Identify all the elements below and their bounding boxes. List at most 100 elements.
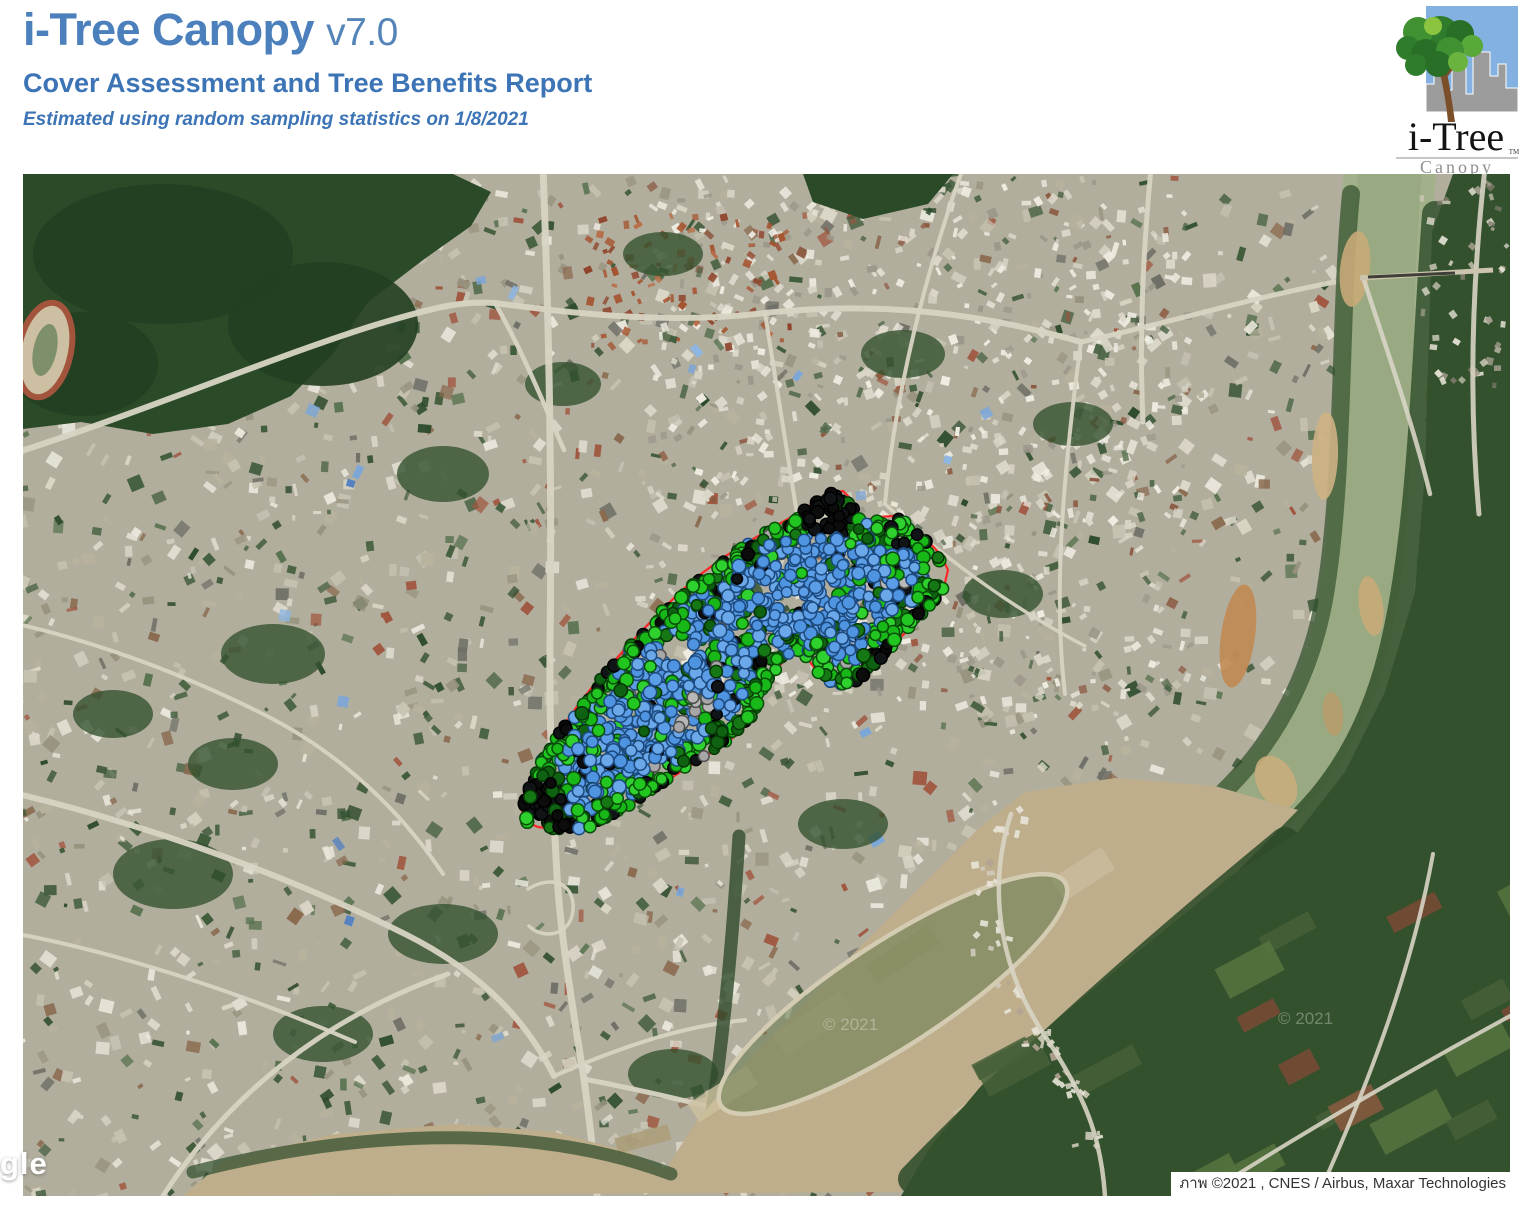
- sample-point-green: [844, 537, 857, 550]
- sample-point-gray: [697, 750, 710, 763]
- sample-point-blue: [720, 610, 736, 626]
- sample-point-green: [583, 819, 597, 834]
- sample-point-gray: [672, 720, 686, 734]
- sample-point-blue: [768, 608, 781, 622]
- sample-point-green: [869, 629, 882, 642]
- sample-point-blue: [666, 679, 680, 693]
- sample-point-blue: [571, 784, 585, 798]
- sample-point-green: [900, 612, 915, 628]
- sample-point-blue: [702, 604, 715, 617]
- sample-point-blue: [721, 588, 736, 603]
- sample-point-blue: [797, 533, 811, 548]
- sample-point-green: [922, 598, 937, 612]
- sample-point-blue: [603, 694, 618, 709]
- sample-point-blue: [783, 568, 798, 583]
- itree-canopy-logo: i-Tree TM Canopy: [1388, 4, 1521, 177]
- sample-point-blue: [836, 558, 850, 572]
- sample-point-black: [873, 650, 888, 665]
- sample-point-green: [870, 521, 884, 536]
- sample-point-blue: [738, 654, 754, 670]
- sample-point-blue: [664, 745, 678, 759]
- tree-icon: [1396, 16, 1483, 122]
- sample-point-blue: [841, 595, 856, 610]
- sample-point-blue: [835, 631, 849, 645]
- sample-point-blue: [645, 649, 658, 662]
- sample-point-blue: [846, 625, 860, 639]
- sample-point-green: [551, 742, 564, 755]
- sample-point-blue: [782, 647, 795, 660]
- sample-point-blue: [664, 705, 678, 719]
- sample-point-blue: [599, 753, 615, 768]
- google-watermark: gle: [0, 1146, 48, 1181]
- sample-point-dark_green: [536, 769, 550, 783]
- sample-point-blue: [789, 553, 802, 566]
- sample-point-blue: [651, 741, 665, 756]
- sample-point-green: [647, 625, 663, 641]
- sample-point-blue: [879, 588, 894, 603]
- sample-point-dark_green: [613, 682, 629, 698]
- logo-wordmark: i-Tree: [1408, 114, 1504, 159]
- sample-point-blue: [571, 741, 586, 756]
- sample-point-blue: [867, 553, 881, 567]
- sample-point-dark_green: [931, 551, 945, 565]
- sample-point-dark_green: [690, 598, 704, 612]
- sample-point-green: [885, 551, 901, 567]
- satellite-map-canvas: © 2021 © 2021: [23, 174, 1510, 1196]
- sample-point-blue: [797, 585, 810, 598]
- map-background-art: © 2021 © 2021: [23, 174, 1510, 1196]
- itree-logo-graphic: i-Tree TM Canopy: [1396, 6, 1520, 177]
- report-header: i-Tree Canopy v7.0 Cover Assessment and …: [23, 4, 592, 131]
- sample-point-blue: [751, 619, 764, 632]
- sample-point-blue: [682, 679, 696, 693]
- sample-point-blue: [633, 757, 648, 772]
- sample-point-black: [911, 606, 926, 621]
- sample-point-blue: [762, 538, 776, 552]
- sample-point-blue: [808, 579, 823, 595]
- sample-point-green: [809, 636, 824, 651]
- sample-point-blue: [587, 784, 603, 799]
- sample-point-blue: [585, 735, 599, 749]
- sample-point-blue: [624, 744, 638, 758]
- sample-point-blue: [854, 543, 870, 559]
- sample-point-black: [897, 536, 911, 550]
- sample-point-green: [911, 590, 925, 604]
- logo-product: Canopy: [1420, 157, 1494, 174]
- sample-point-blue: [648, 672, 663, 687]
- sample-point-black: [731, 572, 744, 585]
- sample-point-green: [686, 579, 700, 593]
- sample-point-black: [551, 809, 564, 822]
- report-note: Estimated using random sampling statisti…: [23, 108, 529, 130]
- sample-point-green: [749, 695, 765, 712]
- sample-point-dark_green: [861, 532, 874, 545]
- report-subtitle: Cover Assessment and Tree Benefits Repor…: [23, 67, 593, 98]
- sample-point-green: [655, 772, 668, 786]
- sample-point-blue: [827, 640, 842, 654]
- sample-point-blue: [732, 599, 747, 614]
- sample-point-blue: [752, 567, 766, 581]
- sample-point-blue: [908, 561, 921, 574]
- sample-point-blue: [793, 619, 808, 634]
- sample-point-blue: [639, 710, 652, 723]
- sample-point-green: [566, 770, 582, 787]
- sample-point-blue: [611, 779, 627, 795]
- page-title: i-Tree Canopy v7.0: [23, 4, 592, 56]
- sample-point-green: [616, 655, 632, 671]
- sample-point-blue: [642, 684, 658, 700]
- map-copyright-watermark: © 2021: [1278, 1009, 1333, 1028]
- sample-point-green: [610, 791, 625, 806]
- sample-point-blue: [687, 655, 703, 671]
- sample-point-green: [570, 802, 585, 818]
- sample-point-dark_green: [709, 664, 724, 679]
- sample-point-blue: [804, 555, 818, 569]
- sample-point-blue: [862, 590, 875, 603]
- sample-point-dark_green: [753, 605, 768, 619]
- sample-point-green: [702, 572, 716, 586]
- sample-point-green: [599, 775, 614, 789]
- sample-point-dark_green: [715, 725, 729, 739]
- sample-point-blue: [778, 624, 793, 639]
- sample-point-black: [544, 777, 557, 790]
- sample-point-blue: [851, 566, 866, 581]
- app-version: v7.0: [326, 11, 398, 54]
- sample-point-blue: [666, 658, 681, 674]
- sample-point-dark_green: [927, 579, 941, 593]
